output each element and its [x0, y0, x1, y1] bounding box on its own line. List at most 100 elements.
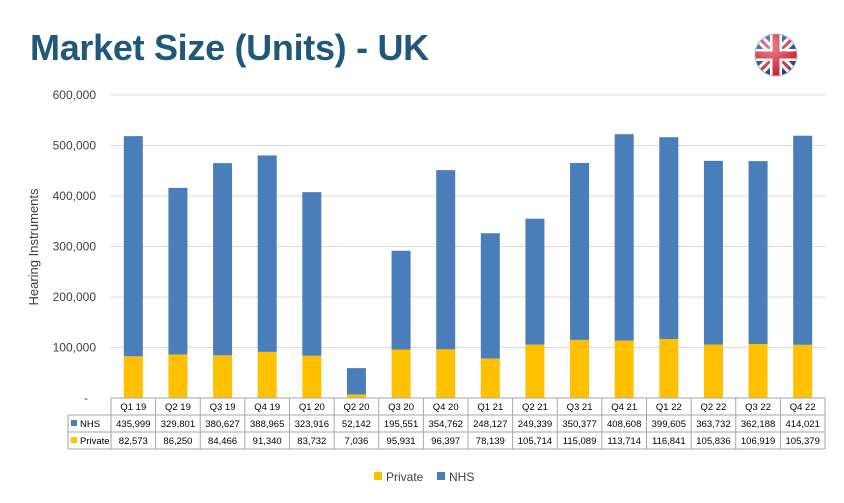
bar-private-q2-19	[168, 354, 188, 398]
bar-nhs-q4-21	[614, 134, 634, 341]
data-label: 248,127	[473, 419, 507, 430]
y-tick-label: 300,000	[53, 240, 97, 254]
data-label: 350,377	[562, 419, 596, 430]
x-tick-label: Q2 22	[700, 402, 726, 413]
bar-private-q3-20	[391, 349, 411, 398]
x-tick-label: Q4 21	[611, 402, 637, 413]
data-label: 414,021	[786, 419, 820, 430]
bar-private-q3-21	[570, 339, 590, 398]
bar-nhs-q4-19	[257, 155, 277, 352]
data-label: 388,965	[250, 419, 284, 430]
table-legend-key	[71, 420, 77, 426]
y-axis: - 100,000 200,000 300,000 400,000 500,000 600,…	[53, 88, 97, 405]
data-label: 95,931	[387, 436, 416, 447]
bars	[123, 134, 813, 398]
bar-private-q4-21	[614, 340, 634, 398]
bar-nhs-q4-22	[793, 135, 813, 345]
bar-private-q3-22	[748, 344, 768, 398]
data-label: 380,627	[205, 419, 239, 430]
data-label: 82,573	[119, 436, 148, 447]
data-label: 399,605	[652, 419, 686, 430]
bar-nhs-q3-21	[570, 162, 590, 340]
bar-private-q2-20	[346, 394, 366, 398]
bar-nhs-q3-20	[391, 250, 411, 350]
data-label: 52,142	[342, 419, 371, 430]
data-label: 195,551	[384, 419, 418, 430]
x-tick-label: Q1 21	[477, 402, 503, 413]
data-label: 323,916	[295, 419, 329, 430]
bar-private-q4-19	[257, 351, 277, 398]
bar-nhs-q2-22	[703, 160, 723, 345]
x-tick-label: Q1 20	[299, 402, 325, 413]
bar-nhs-q1-20	[302, 192, 322, 356]
bar-nhs-q2-21	[525, 218, 545, 345]
legend-label: NHS	[449, 470, 474, 484]
y-axis-label: Hearing Instruments	[26, 188, 41, 306]
legend-swatch	[437, 472, 445, 480]
data-label: 363,732	[696, 419, 730, 430]
bar-nhs-q3-22	[748, 161, 768, 345]
uk-flag-icon	[754, 33, 798, 77]
data-label: 408,608	[607, 419, 641, 430]
y-tick-label: 600,000	[53, 88, 97, 102]
bar-nhs-q2-19	[168, 187, 188, 355]
data-label: 86,250	[163, 436, 192, 447]
bar-nhs-q1-21	[480, 233, 500, 359]
data-label: 362,188	[741, 419, 775, 430]
y-tick-label: 500,000	[53, 139, 97, 153]
data-label: 116,841	[652, 436, 686, 447]
x-tick-label: Q3 20	[388, 402, 414, 413]
data-label: 105,714	[518, 436, 552, 447]
x-tick-label: Q2 20	[343, 402, 369, 413]
bar-private-q1-19	[123, 356, 143, 398]
bar-nhs-q4-20	[436, 170, 456, 350]
table-row-label: Private	[80, 436, 110, 447]
x-tick-label: Q4 20	[433, 402, 459, 413]
data-label: 105,836	[696, 436, 730, 447]
x-tick-label: Q3 22	[745, 402, 771, 413]
table-row-label: NHS	[80, 419, 100, 430]
x-tick-label: Q1 22	[656, 402, 682, 413]
data-label: 96,397	[431, 436, 460, 447]
bar-private-q2-22	[703, 344, 723, 398]
data-label: 115,089	[563, 436, 597, 447]
data-label: 84,466	[208, 436, 237, 447]
data-label: 249,339	[518, 419, 552, 430]
legend-label: Private	[386, 470, 424, 484]
x-tick-label: Q1 19	[120, 402, 146, 413]
data-label: 7,036	[345, 436, 369, 447]
data-label: 354,762	[429, 419, 463, 430]
bar-nhs-q3-19	[213, 163, 233, 356]
bar-private-q4-22	[793, 344, 813, 398]
x-tick-label: Q4 22	[790, 402, 816, 413]
data-table: Q1 19 Q2 19 Q3 19 Q4 19 Q1 20 Q2 20 Q3 20 Q4 20…	[67, 397, 826, 450]
x-tick-label: Q3 21	[567, 402, 593, 413]
bar-nhs-q2-20	[346, 368, 366, 395]
bar-private-q1-21	[480, 358, 500, 398]
y-tick-label: 200,000	[53, 290, 97, 304]
legend: Private NHS	[374, 470, 474, 484]
bar-nhs-q1-22	[659, 137, 679, 339]
data-label: 113,714	[607, 436, 641, 447]
data-label: 106,919	[741, 436, 775, 447]
x-tick-label: Q3 19	[210, 402, 236, 413]
data-label: 435,999	[116, 419, 150, 430]
bar-private-q3-19	[213, 355, 233, 398]
data-label: 91,340	[253, 436, 282, 447]
bar-private-q2-21	[525, 344, 545, 398]
x-tick-label: Q4 19	[254, 402, 280, 413]
bar-private-q1-20	[302, 355, 322, 398]
y-tick-label: 400,000	[53, 189, 97, 203]
data-label: 83,732	[297, 436, 326, 447]
data-label: 105,379	[786, 436, 820, 447]
x-tick-label: Q2 21	[522, 402, 548, 413]
bar-private-q4-20	[436, 349, 456, 398]
legend-swatch	[374, 472, 382, 480]
page-title: Market Size (Units) - UK	[30, 27, 429, 68]
y-tick-label: -	[84, 391, 88, 405]
bar-nhs-q1-19	[123, 136, 143, 357]
x-tick-label: Q2 19	[165, 402, 191, 413]
bar-private-q1-22	[659, 338, 679, 398]
y-tick-label: 100,000	[53, 341, 97, 355]
